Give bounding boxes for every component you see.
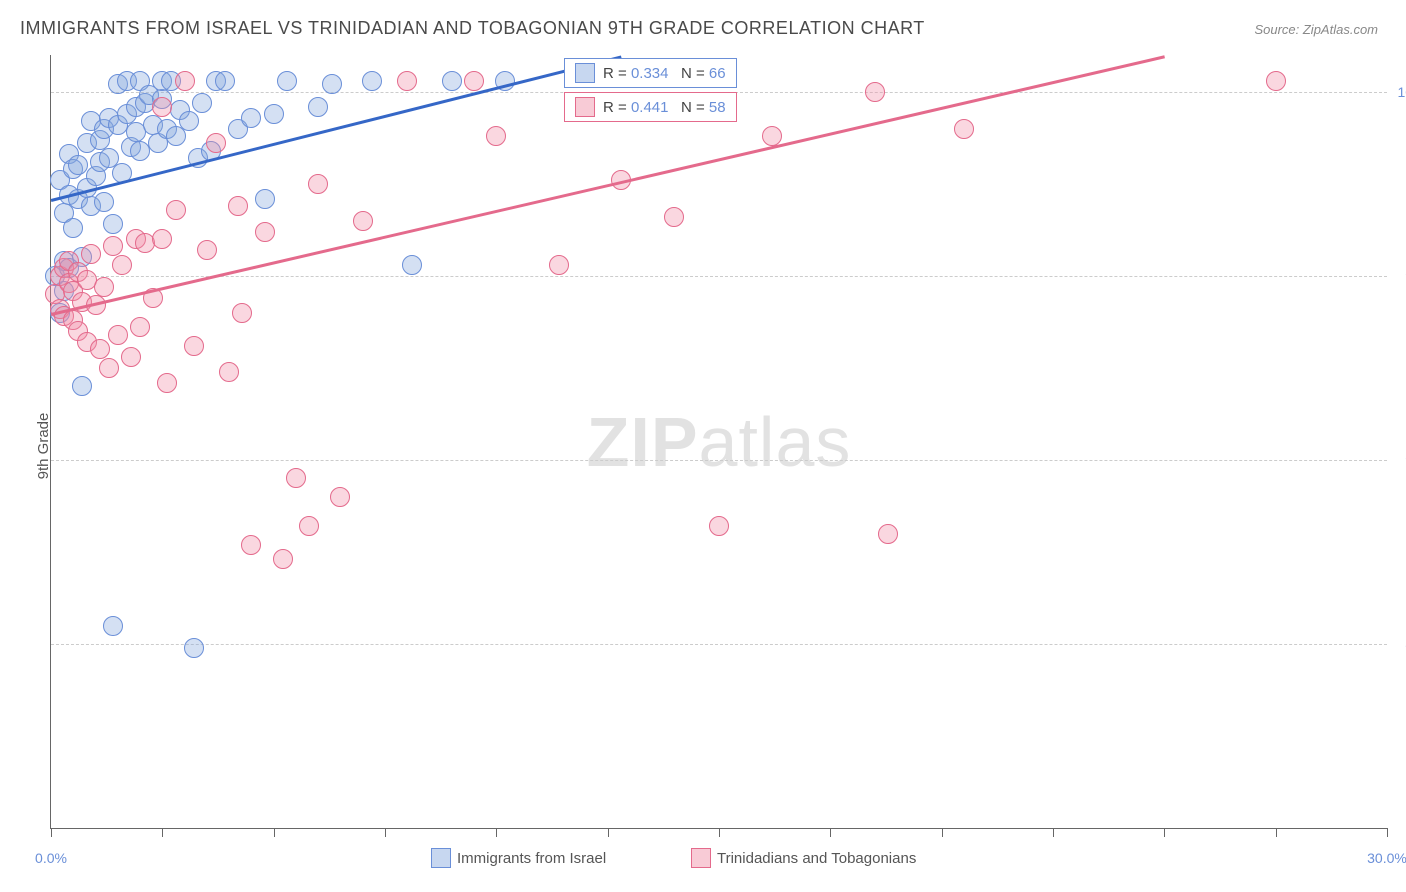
scatter-point: [362, 71, 382, 91]
scatter-point: [549, 255, 569, 275]
stats-text: R = 0.441 N = 58: [603, 99, 726, 116]
stats-text: R = 0.334 N = 66: [603, 65, 726, 82]
grid-line: [51, 644, 1387, 645]
x-tick: [385, 828, 386, 837]
scatter-point: [152, 97, 172, 117]
scatter-point: [308, 174, 328, 194]
x-tick: [719, 828, 720, 837]
scatter-point: [865, 82, 885, 102]
x-tick: [51, 828, 52, 837]
scatter-point: [241, 535, 261, 555]
scatter-point: [402, 255, 422, 275]
scatter-point: [103, 616, 123, 636]
scatter-point: [68, 155, 88, 175]
scatter-point: [90, 339, 110, 359]
scatter-point: [72, 376, 92, 396]
legend-item: Trinidadians and Tobagonians: [691, 848, 916, 868]
grid-line: [51, 276, 1387, 277]
x-tick-label: 0.0%: [35, 850, 67, 866]
scatter-point: [215, 71, 235, 91]
chart-title: IMMIGRANTS FROM ISRAEL VS TRINIDADIAN AN…: [20, 18, 925, 39]
scatter-point: [762, 126, 782, 146]
scatter-point: [175, 71, 195, 91]
scatter-point: [130, 317, 150, 337]
x-tick: [942, 828, 943, 837]
legend-label: Immigrants from Israel: [457, 850, 606, 867]
scatter-point: [81, 244, 101, 264]
scatter-point: [442, 71, 462, 91]
scatter-point: [121, 347, 141, 367]
scatter-point: [954, 119, 974, 139]
legend-swatch-icon: [575, 97, 595, 117]
scatter-point: [353, 211, 373, 231]
scatter-point: [322, 74, 342, 94]
scatter-point: [255, 189, 275, 209]
legend-swatch-icon: [431, 848, 451, 868]
legend-swatch-icon: [691, 848, 711, 868]
scatter-point: [277, 71, 297, 91]
scatter-point: [63, 218, 83, 238]
scatter-point: [330, 487, 350, 507]
scatter-point: [135, 233, 155, 253]
scatter-point: [286, 468, 306, 488]
scatter-point: [157, 373, 177, 393]
watermark-atlas: atlas: [699, 403, 852, 481]
scatter-point: [184, 638, 204, 658]
scatter-point: [1266, 71, 1286, 91]
scatter-point: [219, 362, 239, 382]
scatter-point: [299, 516, 319, 536]
watermark-zip: ZIP: [587, 403, 699, 481]
scatter-point: [166, 200, 186, 220]
scatter-point: [103, 214, 123, 234]
x-tick: [1276, 828, 1277, 837]
y-tick-label: 100.0%: [1395, 84, 1406, 100]
scatter-point: [184, 336, 204, 356]
scatter-point: [486, 126, 506, 146]
scatter-point: [273, 549, 293, 569]
watermark: ZIPatlas: [587, 402, 852, 482]
scatter-point: [232, 303, 252, 323]
scatter-point: [152, 229, 172, 249]
y-tick-label: 95.0%: [1395, 268, 1406, 284]
x-tick: [1387, 828, 1388, 837]
scatter-point: [241, 108, 261, 128]
scatter-point: [228, 196, 248, 216]
x-tick: [1053, 828, 1054, 837]
scatter-point: [664, 207, 684, 227]
scatter-point: [397, 71, 417, 91]
x-tick: [608, 828, 609, 837]
scatter-point: [709, 516, 729, 536]
scatter-point: [103, 236, 123, 256]
scatter-point: [94, 277, 114, 297]
stats-box: R = 0.334 N = 66: [564, 58, 737, 88]
y-tick-label: 90.0%: [1395, 452, 1406, 468]
scatter-point: [179, 111, 199, 131]
x-tick: [162, 828, 163, 837]
x-tick: [274, 828, 275, 837]
scatter-point: [255, 222, 275, 242]
legend-label: Trinidadians and Tobagonians: [717, 850, 916, 867]
x-tick: [496, 828, 497, 837]
y-tick-label: 85.0%: [1395, 636, 1406, 652]
legend-swatch-icon: [575, 63, 595, 83]
scatter-point: [464, 71, 484, 91]
x-tick: [830, 828, 831, 837]
scatter-point: [108, 325, 128, 345]
source-label: Source: ZipAtlas.com: [1254, 22, 1378, 37]
x-tick: [1164, 828, 1165, 837]
plot-area: ZIPatlas 85.0%90.0%95.0%100.0%0.0%30.0% …: [50, 55, 1387, 829]
scatter-point: [99, 358, 119, 378]
scatter-point: [264, 104, 284, 124]
scatter-point: [206, 133, 226, 153]
grid-line: [51, 460, 1387, 461]
scatter-point: [878, 524, 898, 544]
stats-box: R = 0.441 N = 58: [564, 92, 737, 122]
x-tick-label: 30.0%: [1367, 850, 1406, 866]
scatter-point: [94, 192, 114, 212]
scatter-point: [112, 255, 132, 275]
scatter-point: [197, 240, 217, 260]
legend-item: Immigrants from Israel: [431, 848, 606, 868]
scatter-point: [192, 93, 212, 113]
scatter-point: [308, 97, 328, 117]
